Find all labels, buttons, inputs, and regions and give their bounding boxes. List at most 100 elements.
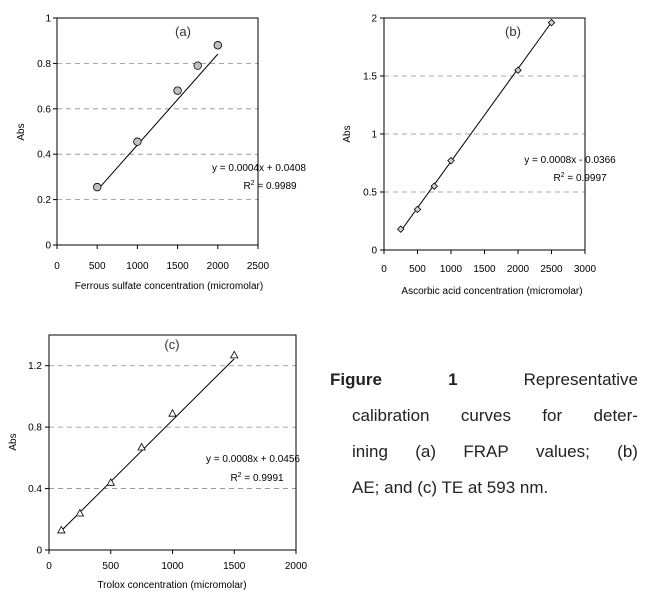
trendline [96, 53, 219, 191]
x-tick-label: 0 [46, 561, 52, 572]
y-tick-label: 1.5 [363, 72, 377, 83]
y-tick-label: 1 [45, 14, 51, 25]
chart-panel-b: 0 0.5 1 1.5 2 0 500 1000 1500 2000 2500 3000 Ascorbi… [342, 14, 616, 298]
data-point [447, 156, 455, 165]
x-tick-label: 2000 [207, 261, 230, 272]
x-tick-label: 1500 [223, 561, 246, 572]
x-tick-label: 500 [409, 264, 426, 275]
trendline-equation: y = 0.0008x - 0.0366 [524, 155, 616, 166]
data-point [514, 66, 522, 74]
r-squared-value: = 0.9989 [255, 181, 297, 192]
x-axis-label: Trolox concentration (micromolar) [97, 580, 246, 591]
x-tick-label: 500 [102, 561, 119, 572]
trendline [400, 21, 552, 232]
caption-text-1: Representative [523, 370, 638, 389]
r-squared-label: R2 = 0.9997 [553, 172, 607, 184]
x-tick-label: 1500 [473, 264, 496, 275]
y-tick-label: 0 [36, 546, 42, 557]
data-point [193, 61, 202, 70]
chart-panel-a: 0 0.2 0.4 0.6 0.8 1 0 500 1000 1500 2000 2500 Ferrou… [16, 14, 306, 293]
trendline-equation: y = 0.0008x + 0.0456 [206, 454, 300, 465]
x-tick-label: 2000 [507, 264, 530, 275]
data-point [133, 137, 142, 146]
panel-title: (b) [505, 24, 521, 39]
y-tick-label: 1.2 [28, 361, 42, 372]
trendline [60, 358, 235, 532]
x-tick-label: 2500 [247, 261, 270, 272]
y-tick-label: 0.4 [28, 484, 42, 495]
y-tick-label: 2 [371, 14, 377, 25]
x-tick-label: 3000 [574, 264, 597, 275]
caption-label: Figure [330, 370, 382, 389]
caption-word: FRAP [463, 442, 509, 461]
x-axis-label: Ferrous sulfate concentration (micromola… [75, 281, 263, 292]
caption-number: 1 [448, 370, 458, 389]
data-point [430, 182, 439, 190]
y-tick-label: 0.8 [37, 59, 51, 70]
y-tick-label: 0.2 [37, 195, 51, 206]
x-tick-label: 0 [54, 261, 60, 272]
r-squared-symbol: R [553, 173, 560, 184]
data-point [57, 525, 66, 534]
caption-word: ining [352, 442, 388, 461]
y-tick-label: 0.5 [363, 188, 377, 199]
x-tick-label: 1500 [166, 261, 189, 272]
r-squared-exponent: 2 [238, 472, 242, 479]
data-point [213, 41, 222, 50]
caption-word: values; [535, 442, 590, 461]
figure-caption: Figure 1 Representative calibration curv… [330, 362, 638, 506]
x-tick-label: 0 [381, 264, 387, 275]
caption-line-4: AE; and (c) TE at 593 nm. [330, 470, 638, 506]
y-axis-label: Abs [8, 433, 19, 450]
data-point [75, 508, 85, 517]
r-squared-value: = 0.9991 [242, 473, 284, 484]
r-squared-symbol: R [243, 181, 250, 192]
y-tick-label: 1 [371, 130, 377, 141]
data-point [92, 182, 102, 192]
x-tick-label: 2000 [285, 561, 308, 572]
caption-word: calibration [352, 406, 430, 425]
data-point [396, 225, 405, 233]
r-squared-exponent: 2 [251, 180, 255, 187]
data-point [168, 408, 177, 417]
caption-word: (a) [415, 442, 437, 461]
chart-panel-c: 0 0.4 0.8 1.2 0 500 1000 1500 2000 Trolox concent… [8, 334, 308, 591]
x-tick-label: 500 [89, 261, 106, 272]
trendline-equation: y = 0.0004x + 0.0408 [212, 163, 306, 174]
caption-word: deter- [593, 406, 638, 425]
plot-area-frame [56, 17, 259, 246]
data-point [413, 205, 422, 214]
y-axis-label: Abs [342, 125, 353, 142]
r-squared-label: R2 = 0.9991 [230, 472, 284, 484]
data-point [229, 350, 239, 359]
data-point [137, 442, 146, 451]
y-tick-label: 0 [45, 241, 51, 252]
data-point [106, 478, 116, 486]
caption-line-2: calibration curves for deter- [330, 398, 638, 434]
r-squared-label: R2 = 0.9989 [243, 180, 297, 192]
panel-title: (a) [175, 24, 191, 39]
data-point [173, 86, 182, 95]
y-tick-label: 0 [371, 246, 377, 257]
caption-word: curves [460, 406, 511, 425]
y-tick-label: 0.4 [37, 150, 51, 161]
x-tick-label: 2500 [540, 264, 563, 275]
x-tick-label: 1000 [440, 264, 463, 275]
caption-line-1: Figure 1 Representative [330, 362, 638, 398]
r-squared-symbol: R [230, 473, 237, 484]
caption-line-3: ining (a) FRAP values; (b) [330, 434, 638, 470]
x-axis-label: Ascorbic acid concentration (micromolar) [401, 286, 582, 297]
caption-word: (b) [617, 442, 638, 461]
caption-text-4: AE; and (c) TE at 593 nm. [352, 478, 549, 497]
x-tick-label: 1000 [161, 561, 184, 572]
caption-word: for [542, 406, 563, 425]
y-tick-label: 0.8 [28, 423, 42, 434]
y-tick-label: 0.6 [37, 104, 51, 115]
r-squared-value: = 0.9997 [565, 173, 607, 184]
panel-title: (c) [164, 337, 179, 352]
plot-area-frame [48, 334, 297, 551]
x-tick-label: 1000 [126, 261, 149, 272]
data-point [547, 18, 556, 27]
